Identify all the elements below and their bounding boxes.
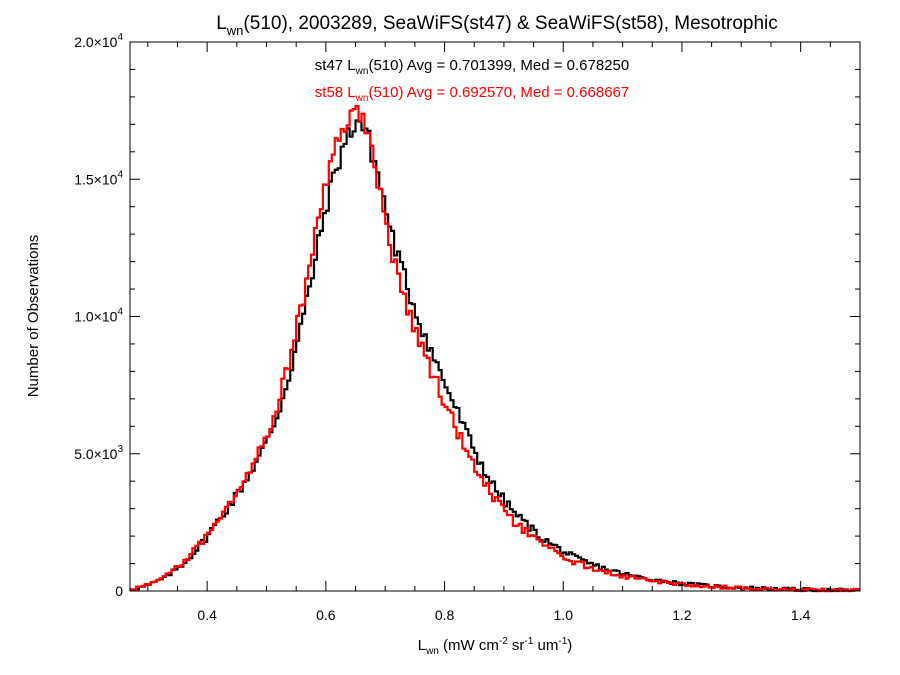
x-tick-label: 0.8 bbox=[435, 607, 455, 623]
x-tick-label: 1.0 bbox=[554, 607, 574, 623]
tick-layer: 0.4 0.6 0.8 1.0 1.2 1.4 0 5.0×103 1.0×104 1.5×104… bbox=[74, 32, 860, 623]
y-tick-label: 2.0×104 bbox=[74, 32, 123, 50]
series-line-0 bbox=[130, 119, 860, 593]
x-tick-label: 0.6 bbox=[316, 607, 336, 623]
x-tick-label: 1.2 bbox=[672, 607, 692, 623]
series-line-1 bbox=[130, 104, 860, 593]
y-tick-label: 0 bbox=[115, 583, 123, 599]
x-axis-label: Lwn (mW cm-2 sr-1 um-1) bbox=[418, 636, 573, 657]
y-tick-label: 1.0×104 bbox=[74, 307, 123, 325]
annotation-st58: st58 Lwn(510) Avg = 0.692570, Med = 0.66… bbox=[315, 84, 629, 104]
series-layer bbox=[130, 104, 860, 593]
y-tick-label: 1.5×104 bbox=[74, 169, 123, 187]
plot-frame bbox=[129, 41, 861, 592]
y-tick-label: 5.0×103 bbox=[74, 444, 123, 462]
annotation-st47: st47 Lwn(510) Avg = 0.701399, Med = 0.67… bbox=[315, 57, 629, 77]
y-axis-label: Number of Observations bbox=[25, 235, 42, 398]
chart-title: Lwn(510), 2003289, SeaWiFS(st47) & SeaWi… bbox=[216, 13, 778, 38]
x-tick-label: 1.4 bbox=[791, 607, 811, 623]
x-tick-label: 0.4 bbox=[197, 607, 217, 623]
